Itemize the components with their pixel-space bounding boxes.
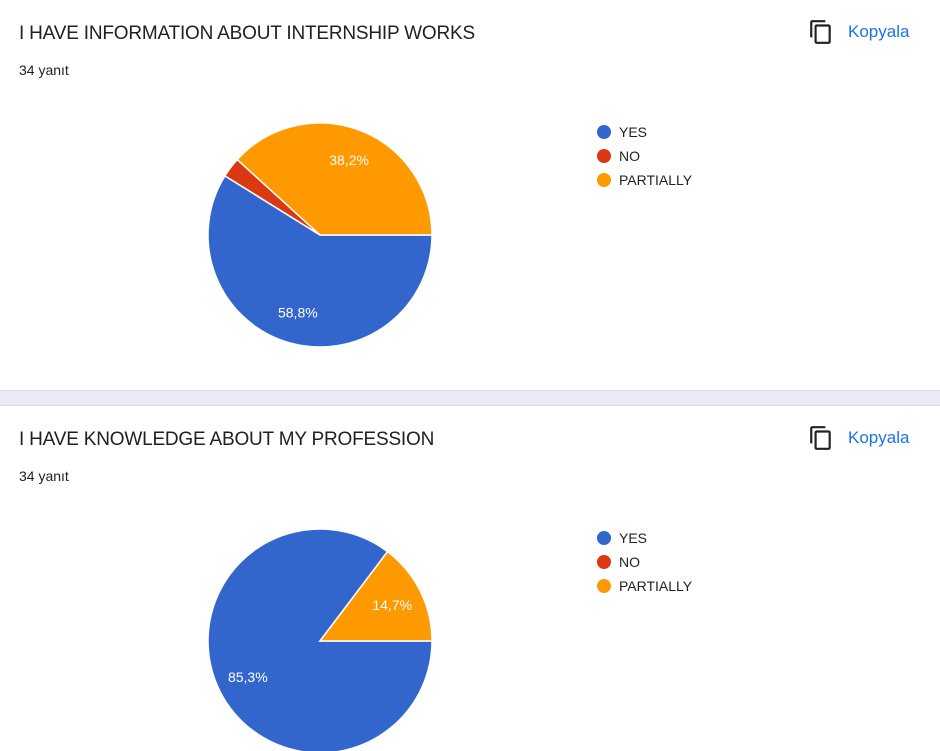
- legend-label: YES: [619, 530, 648, 546]
- copy-button[interactable]: Kopyala: [808, 19, 909, 45]
- legend-dot-icon: [597, 125, 611, 139]
- question-title: I HAVE KNOWLEDGE ABOUT MY PROFESSION: [19, 429, 435, 450]
- legend-label: NO: [619, 148, 640, 164]
- legend-label: YES: [619, 124, 648, 140]
- copy-icon: [810, 426, 831, 450]
- legend-label: NO: [619, 554, 640, 570]
- legend-dot-icon: [597, 531, 611, 545]
- copy-label: Kopyala: [848, 22, 910, 41]
- copy-icon: [810, 20, 831, 44]
- copy-button[interactable]: Kopyala: [808, 425, 909, 451]
- pie-slice-yes[interactable]: [207, 174, 433, 348]
- legend: YES NO PARTIALLY: [597, 526, 692, 598]
- section-divider: [0, 390, 940, 406]
- legend-dot-icon: [597, 579, 611, 593]
- legend-dot-icon: [597, 555, 611, 569]
- legend: YES NO PARTIALLY: [597, 120, 692, 192]
- slice-label: 14,7%: [372, 597, 412, 613]
- legend-item-yes: YES: [597, 120, 692, 144]
- pie-chart: 58,8% 38,2%: [207, 122, 433, 348]
- legend-label: PARTIALLY: [619, 172, 693, 188]
- question-title: I HAVE INFORMATION ABOUT INTERNSHIP WORK…: [19, 23, 475, 44]
- copy-label: Kopyala: [848, 428, 910, 447]
- slice-label: 38,2%: [329, 152, 369, 168]
- question-card-2: I HAVE KNOWLEDGE ABOUT MY PROFESSION 34 …: [0, 406, 940, 751]
- legend-item-no: NO: [597, 144, 692, 168]
- response-count: 34 yanıt: [19, 62, 69, 78]
- slice-label: 85,3%: [228, 669, 268, 685]
- pie-chart: 85,3% 14,7%: [207, 528, 433, 751]
- slice-label: 58,8%: [278, 305, 318, 321]
- legend-item-partially: PARTIALLY: [597, 574, 692, 598]
- pie-slice-partially[interactable]: [236, 122, 433, 236]
- pie-slice-partially[interactable]: [318, 550, 433, 642]
- legend-dot-icon: [597, 173, 611, 187]
- legend-item-no: NO: [597, 550, 692, 574]
- legend-item-partially: PARTIALLY: [597, 168, 692, 192]
- legend-item-yes: YES: [597, 526, 692, 550]
- response-count: 34 yanıt: [19, 468, 69, 484]
- legend-dot-icon: [597, 149, 611, 163]
- legend-label: PARTIALLY: [619, 578, 693, 594]
- question-card-1: I HAVE INFORMATION ABOUT INTERNSHIP WORK…: [19, 19, 910, 348]
